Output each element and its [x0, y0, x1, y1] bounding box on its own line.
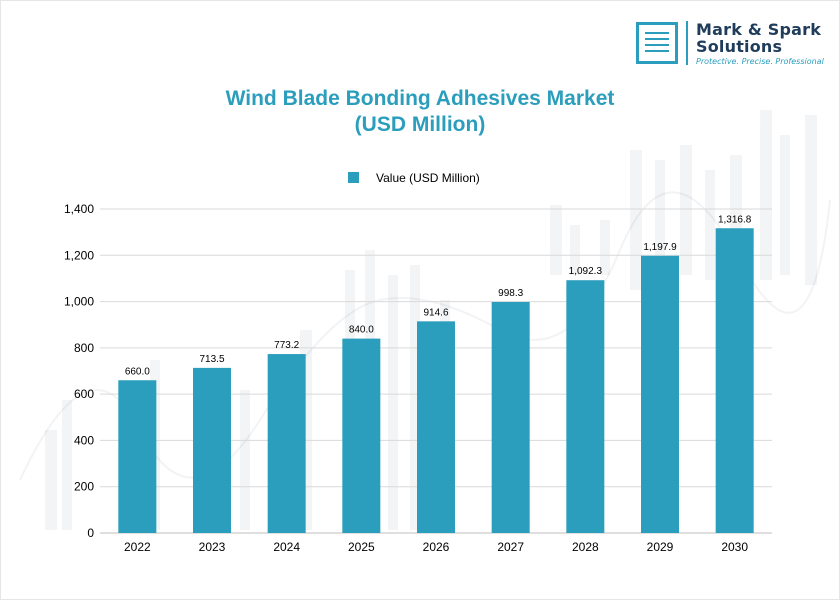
y-tick-label: 1,200 — [64, 248, 94, 262]
data-label-2027: 998.3 — [498, 288, 523, 299]
data-label-2028: 1,092.3 — [569, 266, 603, 277]
bar-2022 — [118, 380, 157, 533]
y-tick-label: 200 — [74, 480, 94, 494]
x-tick-label: 2028 — [572, 540, 599, 554]
bar-2026 — [417, 321, 455, 533]
bar-2030 — [715, 228, 754, 533]
y-tick-label: 0 — [87, 526, 94, 540]
x-tick-label: 2030 — [721, 540, 748, 554]
y-tick-label: 400 — [74, 433, 94, 447]
brand-logo: Mark & Spark Solutions Protective. Preci… — [636, 18, 824, 68]
y-tick-label: 1,400 — [64, 202, 94, 216]
logo-divider — [686, 21, 688, 65]
data-label-2022: 660.0 — [125, 366, 150, 377]
legend: Value (USD Million) — [348, 171, 480, 185]
x-tick-label: 2023 — [199, 540, 226, 554]
y-axis-ticks: 0 200 400 600 800 1,000 1,200 1,400 — [64, 202, 94, 540]
bar-2027 — [491, 301, 530, 533]
bar-2029 — [641, 255, 679, 533]
data-label-2024: 773.2 — [274, 340, 299, 351]
x-tick-label: 2029 — [647, 540, 674, 554]
data-labels: 660.0 713.5 773.2 840.0 914.6 998.3 1,092.3 1,1… — [125, 214, 752, 377]
y-tick-label: 800 — [74, 341, 94, 355]
data-label-2029: 1,197.9 — [643, 242, 677, 253]
logo-name-line2: Solutions — [696, 36, 783, 56]
data-label-2030: 1,316.8 — [718, 214, 752, 225]
y-tick-label: 600 — [74, 387, 94, 401]
y-tick-label: 1,000 — [64, 295, 94, 309]
chart-title: Wind Blade Bonding Adhesives Market (USD… — [0, 86, 840, 138]
data-label-2025: 840.0 — [349, 325, 374, 336]
logo-name-line1: Mark & Spark — [696, 19, 822, 39]
logo-tagline: Protective. Precise. Professional — [696, 56, 824, 66]
bar-2028 — [566, 280, 605, 533]
legend-label: Value (USD Million) — [376, 171, 480, 185]
x-tick-label: 2025 — [348, 540, 375, 554]
x-tick-label: 2026 — [423, 540, 450, 554]
data-label-2026: 914.6 — [423, 307, 448, 318]
legend-swatch — [348, 172, 359, 183]
x-axis-ticks: 2022 2023 2024 2025 2026 2027 2028 2029 2030 — [124, 540, 748, 554]
bar-2025 — [342, 338, 381, 533]
data-label-2023: 713.5 — [199, 354, 224, 365]
bar-2023 — [193, 367, 231, 533]
x-tick-label: 2022 — [124, 540, 151, 554]
bar-2024 — [267, 354, 306, 533]
chart-title-line2: (USD Million) — [354, 113, 486, 136]
x-tick-label: 2024 — [273, 540, 300, 554]
chart-title-line1: Wind Blade Bonding Adhesives Market — [225, 87, 615, 110]
document-icon — [636, 22, 678, 64]
bars — [118, 228, 754, 533]
x-tick-label: 2027 — [497, 540, 524, 554]
